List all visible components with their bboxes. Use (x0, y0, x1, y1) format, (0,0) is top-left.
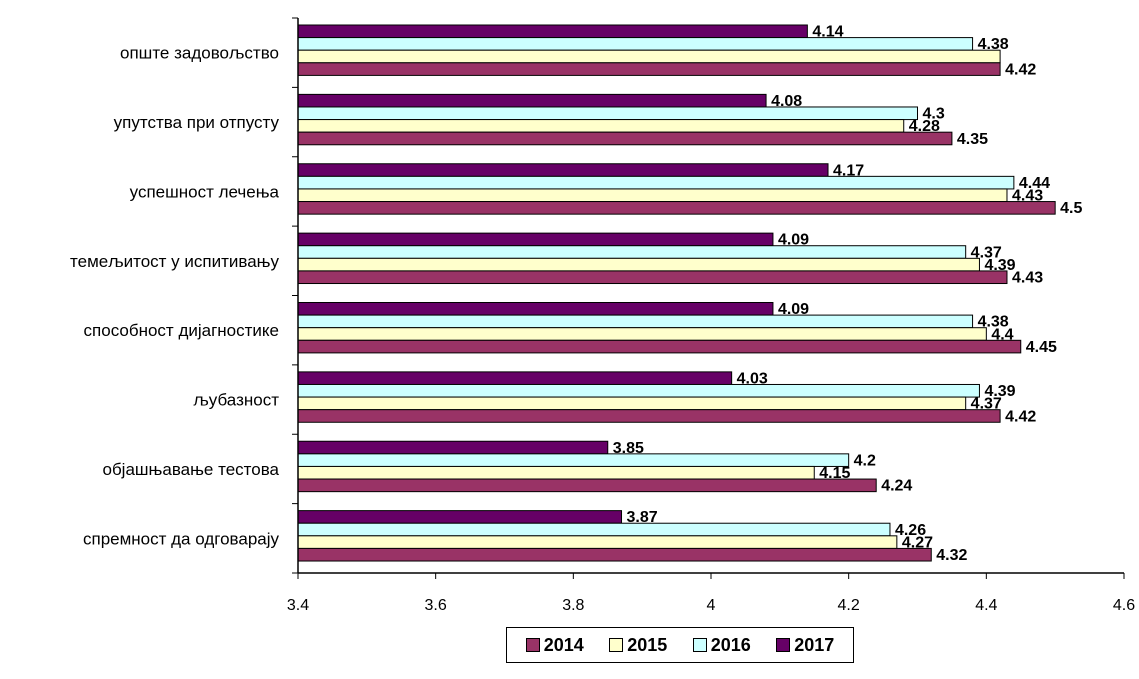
bar-2017-7 (297, 510, 623, 524)
bar-2017-5 (297, 371, 733, 385)
bar-2015-0 (297, 49, 1001, 64)
bar-2014-5 (297, 409, 1001, 423)
x-tick-label-4: 4.2 (838, 597, 860, 614)
bar-2015-6 (297, 465, 815, 480)
bar-2017-4 (297, 302, 774, 316)
data-label-2017-4: 4.09 (778, 301, 809, 318)
data-label-2017-1: 4.08 (771, 93, 802, 110)
bar-2015-2 (297, 188, 1008, 203)
x-tick-label-6: 4.6 (1113, 597, 1135, 614)
legend-label-2014: 2014 (543, 634, 584, 655)
bar-2015-3 (297, 257, 980, 272)
legend-swatch-2017 (776, 638, 791, 652)
category-label-4: способност дијагностике (84, 321, 279, 340)
data-label-2016-6: 4.2 (854, 452, 876, 469)
data-label-2016-4: 4.38 (978, 314, 1009, 331)
legend-label-2017: 2017 (794, 634, 835, 655)
bar-2016-6 (297, 453, 850, 467)
data-label-2015-1: 4.28 (909, 118, 940, 135)
bar-2017-3 (297, 232, 774, 247)
legend-swatch-2014 (525, 638, 540, 652)
bar-2014-6 (297, 478, 877, 493)
bar-2016-4 (297, 314, 974, 329)
legend-item-2016: 2016 (692, 634, 751, 656)
x-tick-label-1: 3.6 (425, 597, 447, 614)
category-label-2: успешност лечења (130, 182, 280, 201)
data-label-2015-7: 4.27 (902, 534, 933, 551)
x-tick-label-5: 4.4 (975, 597, 997, 614)
bar-2015-5 (297, 396, 967, 411)
data-label-2017-2: 4.17 (833, 162, 864, 179)
data-label-2016-0: 4.38 (978, 36, 1009, 53)
data-label-2014-5: 4.42 (1005, 408, 1036, 425)
x-tick-label-0: 3.4 (287, 597, 309, 614)
category-label-1: упутства при отпусту (114, 113, 280, 132)
legend-swatch-2015 (609, 638, 624, 652)
data-label-2015-4: 4.4 (991, 326, 1013, 343)
bar-2014-1 (297, 131, 953, 146)
bar-2016-0 (297, 37, 974, 51)
data-label-2017-0: 4.14 (812, 24, 843, 41)
data-label-2015-5: 4.37 (971, 396, 1002, 413)
bar-2016-5 (297, 383, 980, 398)
bar-2014-7 (297, 547, 932, 562)
data-label-2016-7: 4.26 (895, 522, 926, 539)
bar-2016-1 (297, 106, 918, 121)
category-label-7: спремност да одговарају (83, 529, 280, 548)
category-label-6: објашњавање тестова (102, 460, 279, 479)
data-label-2014-3: 4.43 (1012, 270, 1043, 287)
legend-item-2014: 2014 (525, 634, 584, 656)
legend-label-2016: 2016 (710, 634, 751, 655)
bar-2016-7 (297, 522, 891, 537)
legend-item-2017: 2017 (776, 635, 834, 656)
bar-chart: 4.144.384.424.084.34.284.354.174.444.434… (70, 17, 1135, 614)
data-label-2017-7: 3.87 (627, 509, 658, 526)
x-tick-label-3: 4 (707, 597, 716, 614)
data-label-2014-2: 4.5 (1060, 200, 1082, 217)
data-label-2016-3: 4.37 (971, 244, 1002, 261)
category-label-0: опште задовољство (120, 44, 279, 63)
bar-2017-6 (297, 440, 609, 455)
bar-2015-7 (297, 535, 898, 549)
bar-2016-2 (297, 175, 1015, 190)
data-label-2015-2: 4.43 (1012, 188, 1043, 205)
x-tick-label-2: 3.8 (562, 597, 584, 614)
data-label-2015-3: 4.39 (984, 257, 1015, 274)
data-label-2014-6: 4.24 (881, 478, 912, 495)
category-label-5: љубазност (193, 391, 279, 410)
data-label-2016-2: 4.44 (1019, 175, 1050, 192)
legend: 2014 2015 2016 2017 (506, 627, 854, 663)
data-label-2014-0: 4.42 (1005, 61, 1036, 78)
bar-2014-3 (297, 270, 1008, 285)
bar-2017-1 (297, 93, 767, 108)
bar-2015-4 (297, 327, 987, 341)
legend-item-2015: 2015 (609, 635, 667, 656)
bar-2017-0 (297, 24, 808, 39)
bar-2015-1 (297, 119, 905, 133)
data-label-2017-5: 4.03 (737, 370, 768, 387)
bar-2017-2 (297, 163, 829, 177)
data-label-2016-5: 4.39 (984, 383, 1015, 400)
data-label-2015-6: 4.15 (819, 465, 850, 482)
data-label-2017-6: 3.85 (613, 440, 644, 457)
bar-2014-2 (297, 201, 1056, 215)
bar-2014-4 (297, 339, 1022, 354)
legend-label-2015: 2015 (627, 634, 668, 655)
bar-2016-3 (297, 245, 967, 259)
data-label-2016-1: 4.3 (923, 106, 945, 123)
bar-2014-0 (297, 62, 1001, 76)
data-label-2014-7: 4.32 (936, 547, 967, 564)
legend-swatch-2016 (692, 638, 707, 652)
data-label-2014-4: 4.45 (1026, 339, 1057, 356)
category-label-3: темељитост у испитивању (70, 252, 279, 271)
data-label-2014-1: 4.35 (957, 131, 988, 148)
data-label-2017-3: 4.09 (778, 232, 809, 249)
